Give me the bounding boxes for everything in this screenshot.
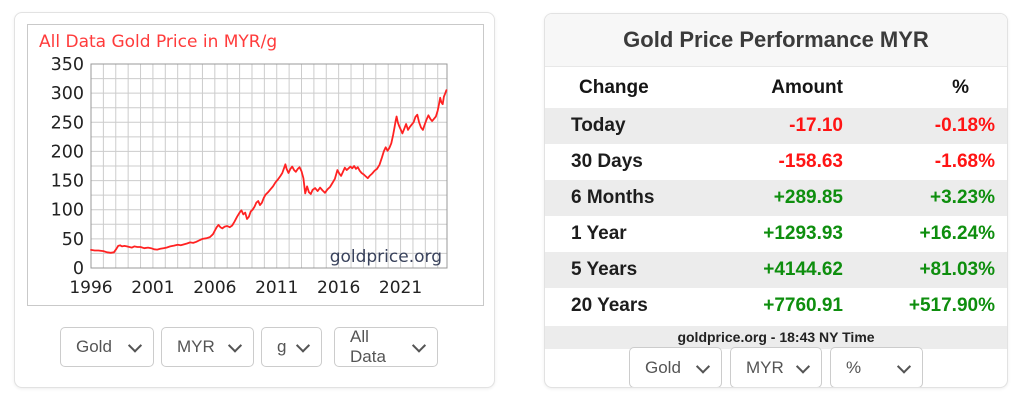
svg-text:100: 100 — [51, 201, 84, 221]
currency-select[interactable]: MYR — [161, 327, 254, 367]
percent-value: +3.23% — [930, 187, 995, 208]
display-mode-select[interactable]: % — [830, 347, 923, 387]
svg-text:2021: 2021 — [379, 278, 422, 298]
table-row: 20 Years +7760.91 +517.90% — [545, 288, 1007, 324]
svg-text:2011: 2011 — [255, 278, 298, 298]
svg-text:50: 50 — [62, 230, 84, 250]
percent-value: +517.90% — [908, 295, 995, 316]
svg-text:350: 350 — [51, 55, 84, 75]
percent-value: -1.68% — [934, 151, 995, 172]
chevron-down-icon — [795, 359, 811, 374]
chevron-down-icon — [411, 338, 427, 353]
price-line-chart: 0 50 100 150 200 250 300 350 1996 2001 2006 2011 201… — [51, 55, 448, 298]
column-header-percent: % — [952, 76, 969, 98]
svg-text:1996: 1996 — [69, 278, 112, 298]
row-label: 5 Years — [571, 259, 638, 280]
currency-select-value: MYR — [177, 337, 215, 356]
currency-select[interactable]: MYR — [730, 347, 822, 387]
chevron-down-icon — [896, 359, 912, 374]
svg-text:200: 200 — [51, 142, 84, 162]
range-select-value: All Data — [350, 327, 386, 366]
row-label: Today — [571, 115, 626, 136]
currency-select-value: MYR — [746, 357, 784, 377]
amount-value: +4144.62 — [763, 259, 843, 280]
performance-table: Change Amount % Today -17.10 -0.18% 30 D… — [545, 67, 1007, 324]
amount-value: +7760.91 — [763, 295, 843, 316]
unit-select-value: g — [277, 337, 287, 356]
chevron-down-icon — [695, 359, 711, 374]
row-label: 6 Months — [571, 187, 655, 208]
percent-value: +16.24% — [919, 223, 995, 244]
row-label: 20 Years — [571, 295, 648, 316]
chart-container: All Data Gold Price in MYR/g 0 50 100 150 20… — [27, 24, 484, 306]
column-header-amount: Amount — [771, 76, 843, 98]
column-header-change: Change — [579, 76, 649, 98]
source-timestamp: goldprice.org - 18:43 NY Time — [545, 326, 1007, 349]
amount-value: -17.10 — [789, 115, 843, 136]
metal-select-value: Gold — [76, 337, 112, 356]
metal-select-value: Gold — [645, 357, 681, 377]
display-mode-select-value: % — [846, 357, 862, 377]
row-label: 30 Days — [571, 151, 643, 172]
svg-text:2016: 2016 — [317, 278, 360, 298]
svg-text:2001: 2001 — [131, 278, 174, 298]
percent-value: +81.03% — [919, 259, 995, 280]
metal-select[interactable]: Gold — [60, 327, 154, 367]
svg-text:250: 250 — [51, 113, 84, 133]
svg-text:2006: 2006 — [193, 278, 236, 298]
chart-panel: All Data Gold Price in MYR/g 0 50 100 150 20… — [14, 12, 495, 388]
row-label: 1 Year — [571, 223, 627, 244]
performance-title: Gold Price Performance MYR — [545, 14, 1007, 67]
chevron-down-icon — [295, 338, 311, 353]
table-row: Today -17.10 -0.18% — [545, 108, 1007, 144]
metal-select[interactable]: Gold — [629, 347, 722, 387]
table-row: 6 Months +289.85 +3.23% — [545, 180, 1007, 216]
chevron-down-icon — [227, 338, 243, 353]
svg-text:300: 300 — [51, 84, 84, 104]
range-select[interactable]: All Data — [334, 327, 438, 367]
amount-value: +1293.93 — [763, 223, 843, 244]
chart-title: All Data Gold Price in MYR/g — [39, 32, 278, 52]
unit-select[interactable]: g — [261, 327, 322, 367]
table-row: 5 Years +4144.62 +81.03% — [545, 252, 1007, 288]
amount-value: -158.63 — [778, 151, 843, 172]
table-header-row: Change Amount % — [545, 67, 1007, 108]
svg-text:0: 0 — [73, 259, 84, 279]
percent-value: -0.18% — [934, 115, 995, 136]
table-row: 30 Days -158.63 -1.68% — [545, 144, 1007, 180]
table-row: 1 Year +1293.93 +16.24% — [545, 216, 1007, 252]
performance-panel: Gold Price Performance MYR Change Amount… — [544, 13, 1008, 388]
amount-value: +289.85 — [773, 187, 843, 208]
svg-text:150: 150 — [51, 172, 84, 192]
chevron-down-icon — [127, 338, 143, 353]
chart-controls: Gold MYR g All Data — [60, 327, 438, 367]
goldprice-watermark: goldprice.org — [330, 247, 442, 267]
performance-controls: Gold MYR % — [629, 347, 923, 387]
